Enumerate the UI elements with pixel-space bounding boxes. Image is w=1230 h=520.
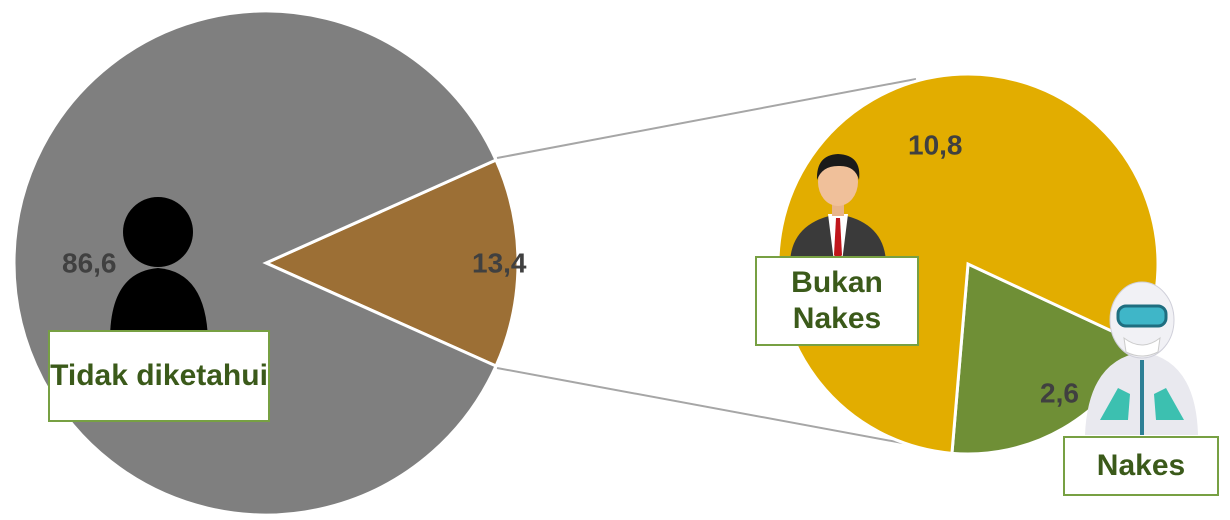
health-worker-icon [1085,281,1198,435]
person-icon [110,197,208,340]
value-label: 10,8 [908,129,963,160]
pie: 86,6 13,4 [12,9,527,517]
pie-slice [262,158,520,368]
value-label: 13,4 [472,247,527,278]
connector-line [496,78,917,159]
value-label: 86,6 [62,247,117,278]
pie-slice [776,72,1160,455]
category-label: Nakes [1063,436,1219,496]
businessman-icon [790,154,886,262]
category-label: Tidak diketahui [48,330,270,422]
icons [110,154,1198,435]
connector-line [496,367,952,453]
category-label: Bukan Nakes [755,256,919,346]
value-label: 2,6 [1040,377,1079,408]
